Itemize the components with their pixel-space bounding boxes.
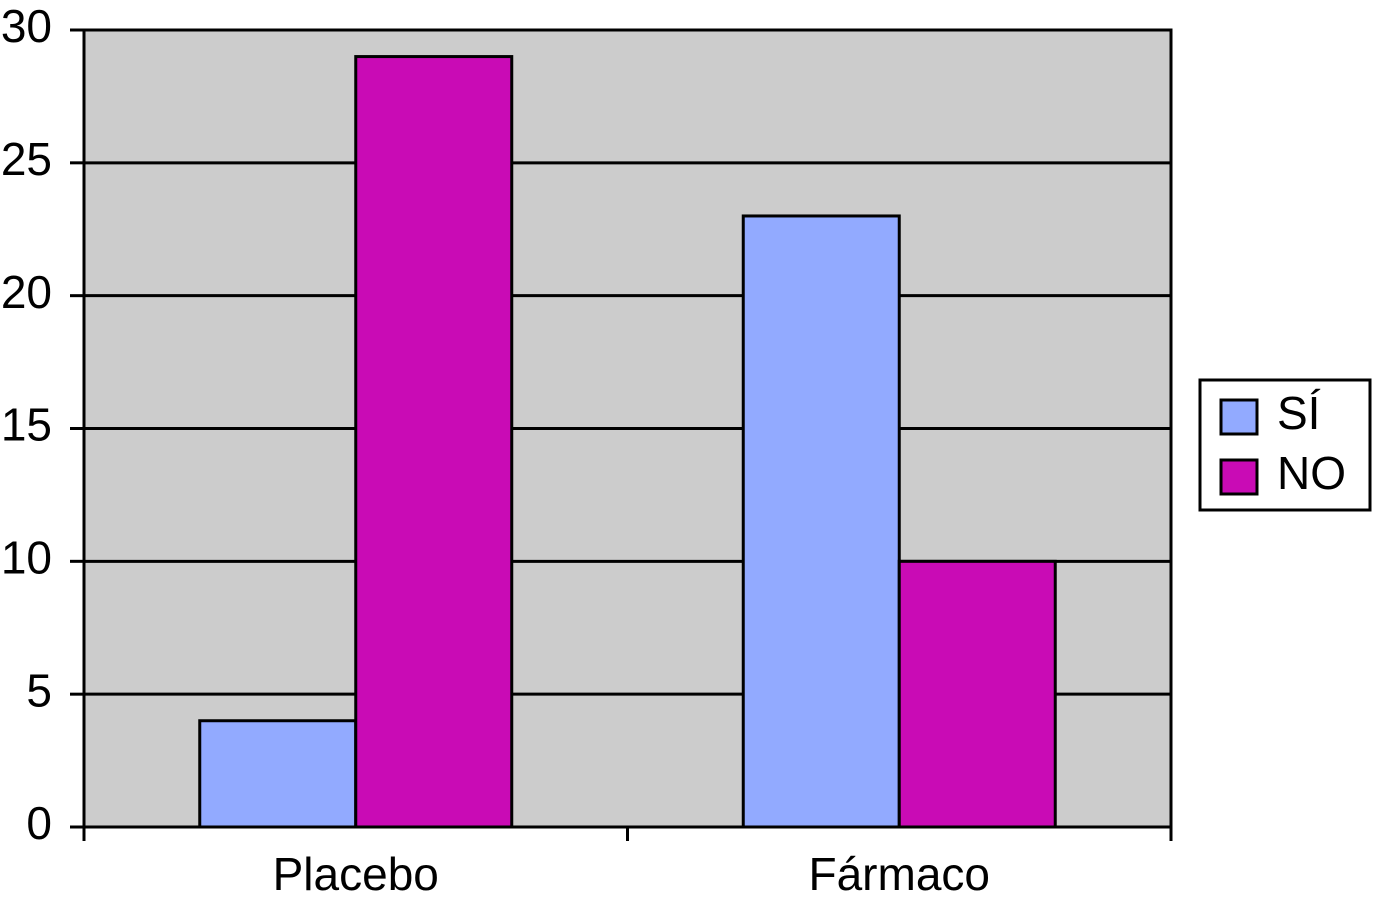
y-tick-label: 5 [26,664,52,716]
y-tick-label: 20 [1,266,52,318]
y-tick-label: 10 [1,531,52,583]
legend-label: SÍ [1277,387,1321,439]
legend-swatch [1219,398,1259,436]
bar [198,719,358,829]
y-tick-label: 30 [1,0,52,52]
y-tick-label: 25 [1,133,52,185]
y-tick-label: 0 [26,797,52,849]
legend-label: NO [1277,447,1346,499]
x-tick-label: Placebo [273,848,439,900]
bar [354,55,514,829]
x-tick-label: Fármaco [809,848,990,900]
bar [741,214,901,829]
legend-swatch [1219,458,1259,496]
bar [897,559,1057,829]
y-tick-label: 15 [1,399,52,451]
